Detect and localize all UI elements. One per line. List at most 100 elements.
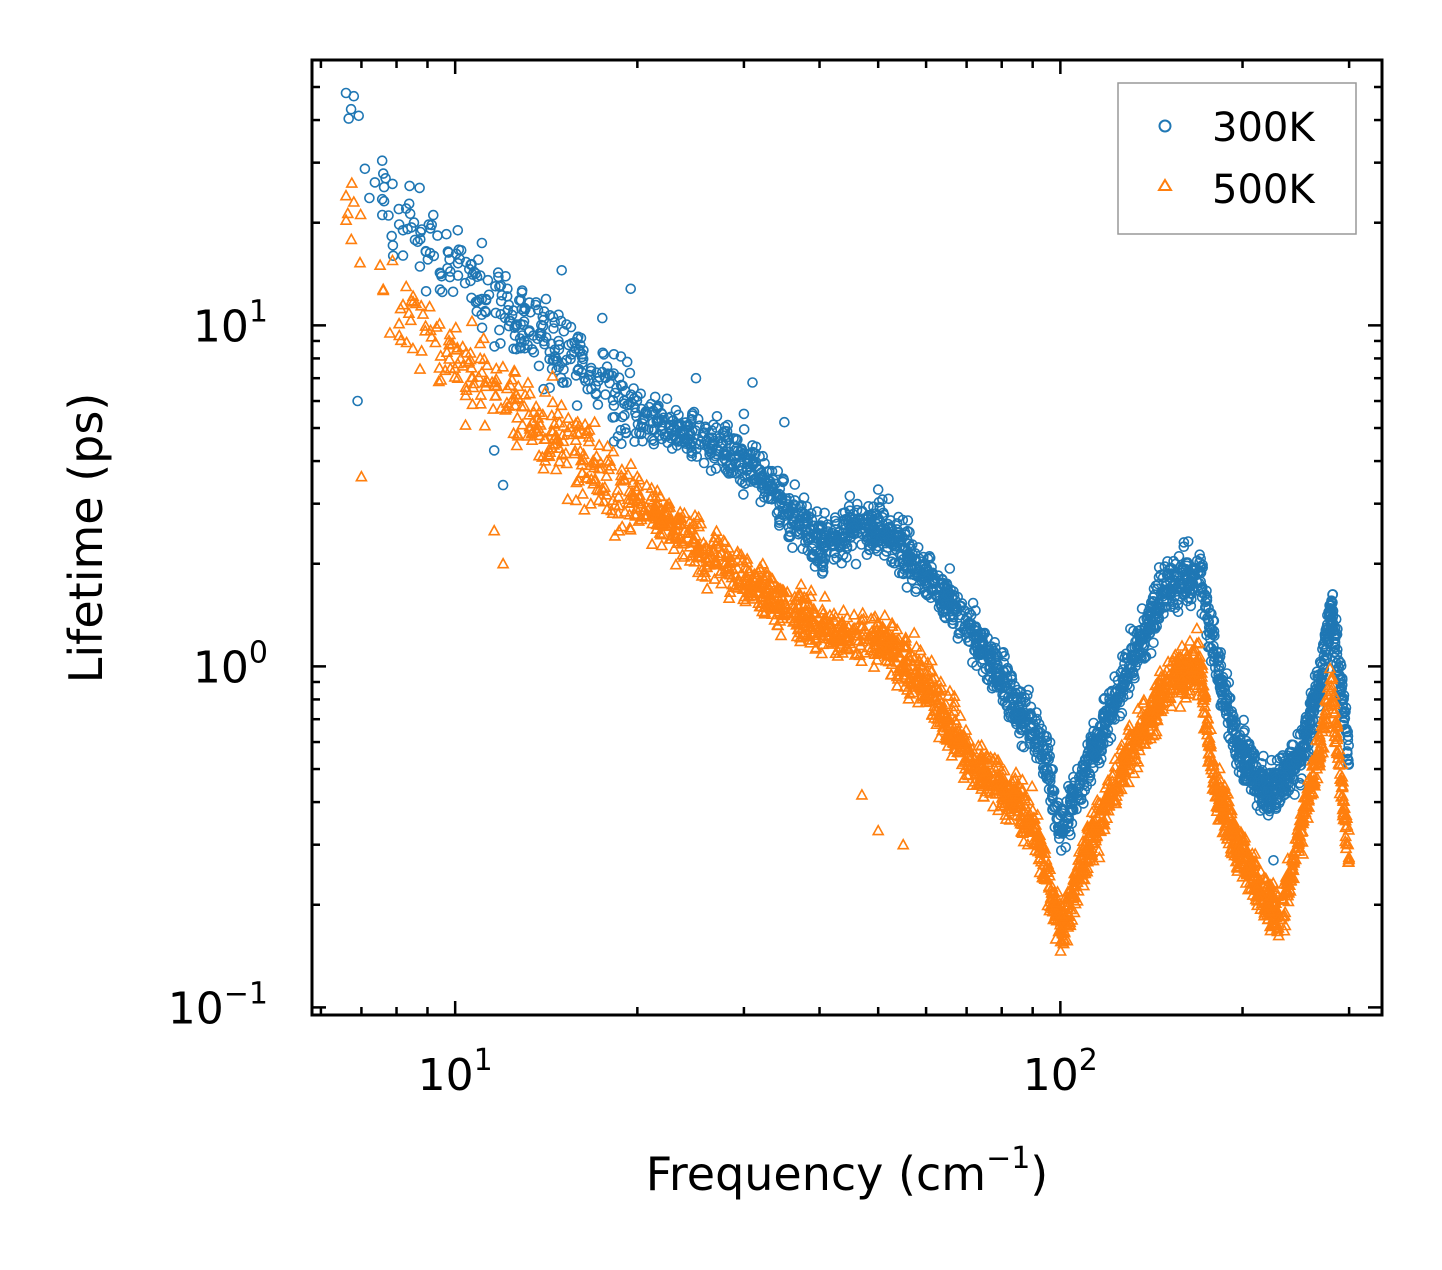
data-point-300K	[939, 611, 950, 623]
data-point-300K	[1197, 559, 1208, 571]
data-point-300K	[638, 413, 650, 424]
data-point-500K	[480, 358, 494, 371]
data-point-300K	[1066, 798, 1077, 810]
data-point-500K	[1022, 793, 1035, 806]
data-point-500K	[1191, 689, 1205, 701]
data-point-300K	[1217, 671, 1229, 683]
data-point-500K	[745, 576, 759, 589]
data-point-300K	[377, 168, 389, 179]
data-point-300K	[490, 280, 501, 292]
data-point-500K	[699, 570, 713, 582]
data-point-500K	[890, 655, 904, 667]
data-point-300K	[789, 479, 801, 490]
data-point-500K	[884, 667, 898, 680]
data-point-500K	[526, 425, 539, 438]
data-point-500K	[1252, 890, 1265, 902]
data-point-500K	[404, 313, 418, 326]
data-point-300K	[1282, 750, 1294, 762]
data-point-500K	[662, 496, 676, 509]
data-point-500K	[1185, 644, 1199, 657]
data-point-500K	[345, 176, 359, 188]
data-point-300K	[1208, 615, 1220, 627]
data-point-300K	[1239, 725, 1250, 736]
data-point-300K	[862, 529, 873, 541]
data-point-300K	[509, 322, 520, 334]
data-point-300K	[1194, 549, 1205, 561]
data-point-300K	[1045, 770, 1056, 782]
data-point-300K	[984, 647, 996, 659]
data-point-500K	[712, 534, 725, 546]
data-point-300K	[670, 404, 682, 416]
data-point-300K	[954, 601, 966, 612]
data-point-500K	[1190, 621, 1204, 634]
data-point-500K	[683, 540, 697, 552]
data-point-300K	[1343, 740, 1354, 751]
data-point-300K	[495, 338, 506, 349]
data-point-300K	[787, 507, 799, 519]
data-point-300K	[725, 458, 737, 470]
data-point-300K	[1208, 640, 1219, 652]
data-point-300K	[420, 285, 432, 297]
data-point-500K	[902, 692, 915, 704]
data-point-500K	[1309, 733, 1323, 745]
data-point-300K	[997, 665, 1009, 676]
data-point-500K	[415, 344, 428, 356]
data-point-500K	[538, 385, 552, 397]
data-point-300K	[969, 645, 981, 657]
data-point-500K	[1129, 752, 1142, 765]
data-point-300K	[848, 522, 860, 534]
data-point-500K	[625, 496, 638, 508]
data-point-500K	[1234, 825, 1248, 838]
data-point-300K-outlier	[502, 283, 513, 295]
data-point-300K	[1226, 714, 1237, 726]
data-point-500K	[1192, 636, 1206, 648]
data-point-500K	[912, 679, 926, 692]
data-point-500K	[985, 765, 999, 777]
data-point-300K	[782, 499, 794, 510]
data-point-300K	[947, 603, 959, 615]
data-point-300K	[1147, 621, 1159, 632]
data-point-500K	[1163, 681, 1177, 694]
data-point-300K	[787, 542, 798, 554]
data-point-500K	[740, 552, 754, 564]
data-point-300K	[1258, 799, 1270, 811]
data-point-500K	[456, 340, 470, 352]
data-point-500K	[1131, 755, 1145, 767]
data-point-500K	[1076, 842, 1090, 855]
data-point-500K	[831, 649, 845, 661]
data-point-500K	[991, 759, 1005, 772]
data-point-300K	[476, 237, 488, 249]
data-point-500K	[538, 432, 551, 445]
data-point-500K	[1179, 687, 1193, 699]
data-point-500K	[1239, 876, 1253, 888]
data-point-500K	[1274, 912, 1288, 925]
data-point-300K	[570, 370, 582, 381]
data-point-500K	[582, 423, 596, 435]
data-point-300K	[1127, 653, 1138, 665]
data-point-500K	[466, 380, 480, 393]
data-point-500K	[828, 614, 842, 626]
data-point-300K	[1199, 589, 1211, 601]
data-point-300K	[1162, 556, 1173, 567]
data-point-300K	[873, 496, 885, 508]
data-point-300K-outlier	[387, 250, 399, 262]
data-point-500K	[715, 546, 728, 559]
data-point-500K	[793, 631, 807, 643]
data-point-500K	[465, 314, 479, 327]
data-point-500K	[907, 626, 921, 638]
data-point-300K	[914, 556, 926, 567]
data-point-300K	[861, 513, 873, 525]
data-point-500K	[928, 670, 942, 682]
data-point-500K	[429, 335, 442, 348]
data-point-500K	[532, 449, 546, 461]
data-point-500K	[1077, 859, 1091, 871]
data-point-300K	[432, 230, 443, 241]
data-point-500K	[523, 386, 537, 399]
data-point-300K	[1229, 745, 1241, 757]
data-point-300K	[878, 509, 890, 521]
data-point-500K	[549, 462, 563, 475]
data-point-300K	[1230, 729, 1241, 741]
data-point-300K	[480, 294, 492, 306]
data-point-500K	[947, 689, 961, 702]
